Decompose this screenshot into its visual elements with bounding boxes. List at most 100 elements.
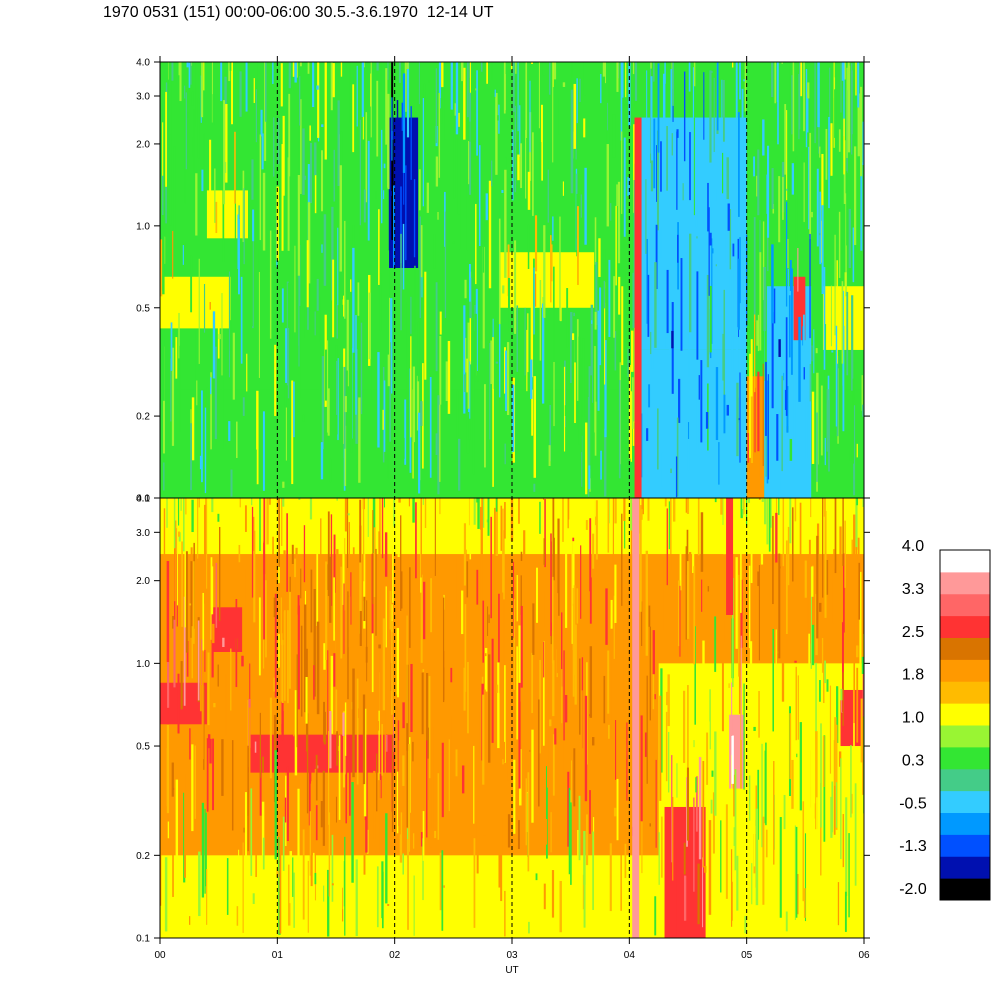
texture-stroke: [392, 536, 394, 603]
texture-stroke: [228, 421, 231, 441]
texture-stroke: [252, 229, 254, 329]
texture-stroke: [196, 380, 198, 406]
texture-stroke: [645, 179, 647, 254]
texture-stroke: [435, 68, 438, 144]
texture-stroke: [683, 875, 687, 921]
texture-stroke: [621, 62, 624, 98]
texture-stroke: [536, 567, 539, 623]
texture-stroke: [347, 513, 350, 516]
colorbar-swatch: [940, 615, 990, 638]
texture-stroke: [722, 152, 724, 194]
texture-stroke: [678, 378, 681, 423]
texture-stroke: [303, 604, 307, 713]
texture-stroke: [580, 194, 582, 218]
texture-stroke: [469, 707, 471, 816]
texture-stroke: [251, 506, 254, 598]
texture-stroke: [362, 694, 366, 785]
texture-stroke: [711, 714, 714, 760]
texture-stroke: [716, 62, 719, 131]
texture-stroke: [183, 498, 185, 552]
texture-stroke: [824, 660, 827, 684]
texture-stroke: [389, 342, 392, 442]
texture-stroke: [238, 219, 240, 295]
colorbar-swatch: [940, 768, 990, 792]
texture-stroke: [857, 93, 860, 157]
texture-stroke: [333, 921, 335, 933]
texture-stroke: [705, 412, 709, 429]
texture-stroke: [661, 557, 664, 631]
texture-stroke: [467, 322, 470, 409]
texture-stroke: [605, 588, 608, 645]
texture-stroke: [213, 703, 216, 708]
intensity-band: [160, 276, 231, 329]
texture-stroke: [482, 246, 485, 349]
texture-stroke: [622, 441, 624, 487]
texture-stroke: [224, 161, 227, 173]
intensity-streak: [634, 117, 642, 498]
texture-stroke: [289, 851, 292, 904]
texture-stroke: [306, 240, 309, 308]
texture-stroke: [552, 537, 555, 581]
texture-stroke: [539, 501, 541, 534]
texture-stroke: [757, 149, 760, 216]
texture-stroke: [252, 893, 255, 904]
texture-stroke: [378, 209, 380, 285]
texture-stroke: [316, 520, 319, 626]
texture-stroke: [516, 305, 519, 372]
texture-stroke: [309, 142, 312, 204]
texture-stroke: [785, 201, 788, 307]
texture-stroke: [819, 191, 822, 265]
texture-stroke: [770, 498, 772, 528]
texture-stroke: [204, 812, 207, 887]
texture-stroke: [613, 807, 617, 817]
texture-stroke: [260, 109, 263, 137]
texture-stroke: [848, 498, 852, 500]
texture-stroke: [520, 575, 522, 615]
texture-stroke: [656, 130, 659, 231]
texture-stroke: [381, 498, 384, 559]
texture-stroke: [543, 225, 546, 318]
texture-stroke: [195, 173, 198, 236]
texture-stroke: [628, 364, 631, 459]
texture-stroke: [683, 842, 686, 875]
texture-stroke: [238, 544, 241, 563]
texture-stroke: [811, 762, 813, 861]
texture-stroke: [689, 552, 692, 657]
texture-stroke: [503, 741, 506, 763]
texture-stroke: [278, 498, 280, 567]
texture-stroke: [665, 711, 668, 782]
texture-stroke: [546, 818, 548, 845]
texture-stroke: [422, 363, 424, 469]
texture-stroke: [346, 299, 349, 387]
texture-stroke: [211, 614, 214, 678]
texture-stroke: [556, 593, 559, 674]
texture-stroke: [771, 168, 774, 209]
texture-stroke: [595, 262, 598, 325]
texture-stroke: [650, 62, 652, 69]
texture-stroke: [727, 757, 729, 783]
texture-stroke: [400, 515, 402, 611]
texture-stroke: [178, 312, 180, 359]
colorbar-swatch: [940, 681, 990, 704]
texture-stroke: [572, 541, 575, 612]
texture-stroke: [708, 820, 712, 915]
texture-stroke: [579, 78, 581, 103]
texture-stroke: [168, 498, 170, 527]
texture-stroke: [420, 574, 423, 663]
texture-stroke: [739, 237, 741, 304]
texture-stroke: [357, 282, 360, 316]
texture-stroke: [371, 600, 374, 693]
texture-stroke: [421, 672, 424, 735]
texture-stroke: [711, 238, 713, 344]
texture-stroke: [383, 498, 385, 508]
texture-stroke: [648, 384, 651, 408]
texture-stroke: [430, 398, 433, 451]
texture-stroke: [344, 836, 346, 936]
texture-stroke: [441, 850, 444, 931]
texture-stroke: [608, 724, 610, 739]
texture-stroke: [856, 645, 859, 658]
texture-stroke: [823, 655, 825, 704]
texture-stroke: [211, 498, 214, 513]
texture-stroke: [782, 498, 785, 567]
